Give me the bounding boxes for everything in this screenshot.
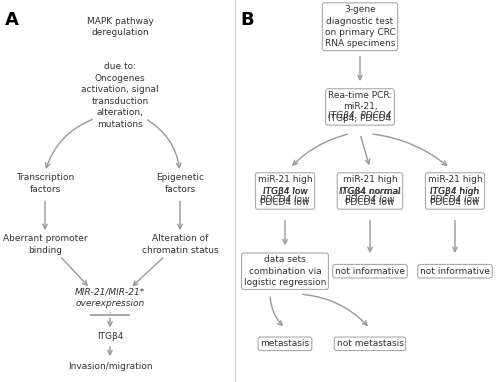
- Text: due to:
Oncogenes
activation, signal
transduction
alteration,
mutations: due to: Oncogenes activation, signal tra…: [81, 62, 159, 129]
- Text: PDCD4 low: PDCD4 low: [260, 195, 310, 204]
- Text: ITGβ4: ITGβ4: [97, 332, 123, 341]
- Text: Invasion/migration: Invasion/migration: [68, 362, 152, 371]
- Text: ITGβ4 low: ITGβ4 low: [262, 186, 308, 196]
- Text: ITGβ4, PDCD4: ITGβ4, PDCD4: [328, 111, 392, 120]
- Text: MIR-21/MIR-21*
overexpression: MIR-21/MIR-21* overexpression: [75, 288, 145, 308]
- Text: Rea-time PCR:
miR-21,
ITGβ4, PDCD4: Rea-time PCR: miR-21, ITGβ4, PDCD4: [328, 91, 392, 123]
- Text: PDCD4 low: PDCD4 low: [346, 195, 395, 204]
- Text: Transcription
factors: Transcription factors: [16, 173, 74, 194]
- Text: metastasis: metastasis: [260, 339, 310, 348]
- Text: miR-21 high
ITGβ4 normal
PDCD4 low: miR-21 high ITGβ4 normal PDCD4 low: [340, 175, 400, 207]
- Text: Alteration of
chromatin status: Alteration of chromatin status: [142, 234, 218, 255]
- Text: not informative: not informative: [335, 267, 405, 276]
- Text: Epigenetic
factors: Epigenetic factors: [156, 173, 204, 194]
- Text: A: A: [5, 11, 19, 29]
- Text: ITGβ4 high: ITGβ4 high: [430, 186, 480, 196]
- Text: not informative: not informative: [420, 267, 490, 276]
- Text: MAPK pathway
deregulation: MAPK pathway deregulation: [86, 16, 154, 37]
- Text: B: B: [240, 11, 254, 29]
- Text: miR-21 high
ITGβ4 high
PDCD4 low: miR-21 high ITGβ4 high PDCD4 low: [428, 175, 482, 207]
- Text: PDCD4 low: PDCD4 low: [430, 195, 480, 204]
- Text: Aberrant promoter
binding: Aberrant promoter binding: [2, 234, 87, 255]
- Text: 3-gene
diagnostic test
on primary CRC
RNA specimens: 3-gene diagnostic test on primary CRC RN…: [324, 5, 396, 49]
- Text: not metastasis: not metastasis: [336, 339, 404, 348]
- Text: ITGβ4 normal: ITGβ4 normal: [340, 186, 400, 196]
- Text: data sets
combination via
logistic regression: data sets combination via logistic regre…: [244, 255, 326, 287]
- Text: miR-21 high
ITGβ4 low
PDCD4 low: miR-21 high ITGβ4 low PDCD4 low: [258, 175, 312, 207]
